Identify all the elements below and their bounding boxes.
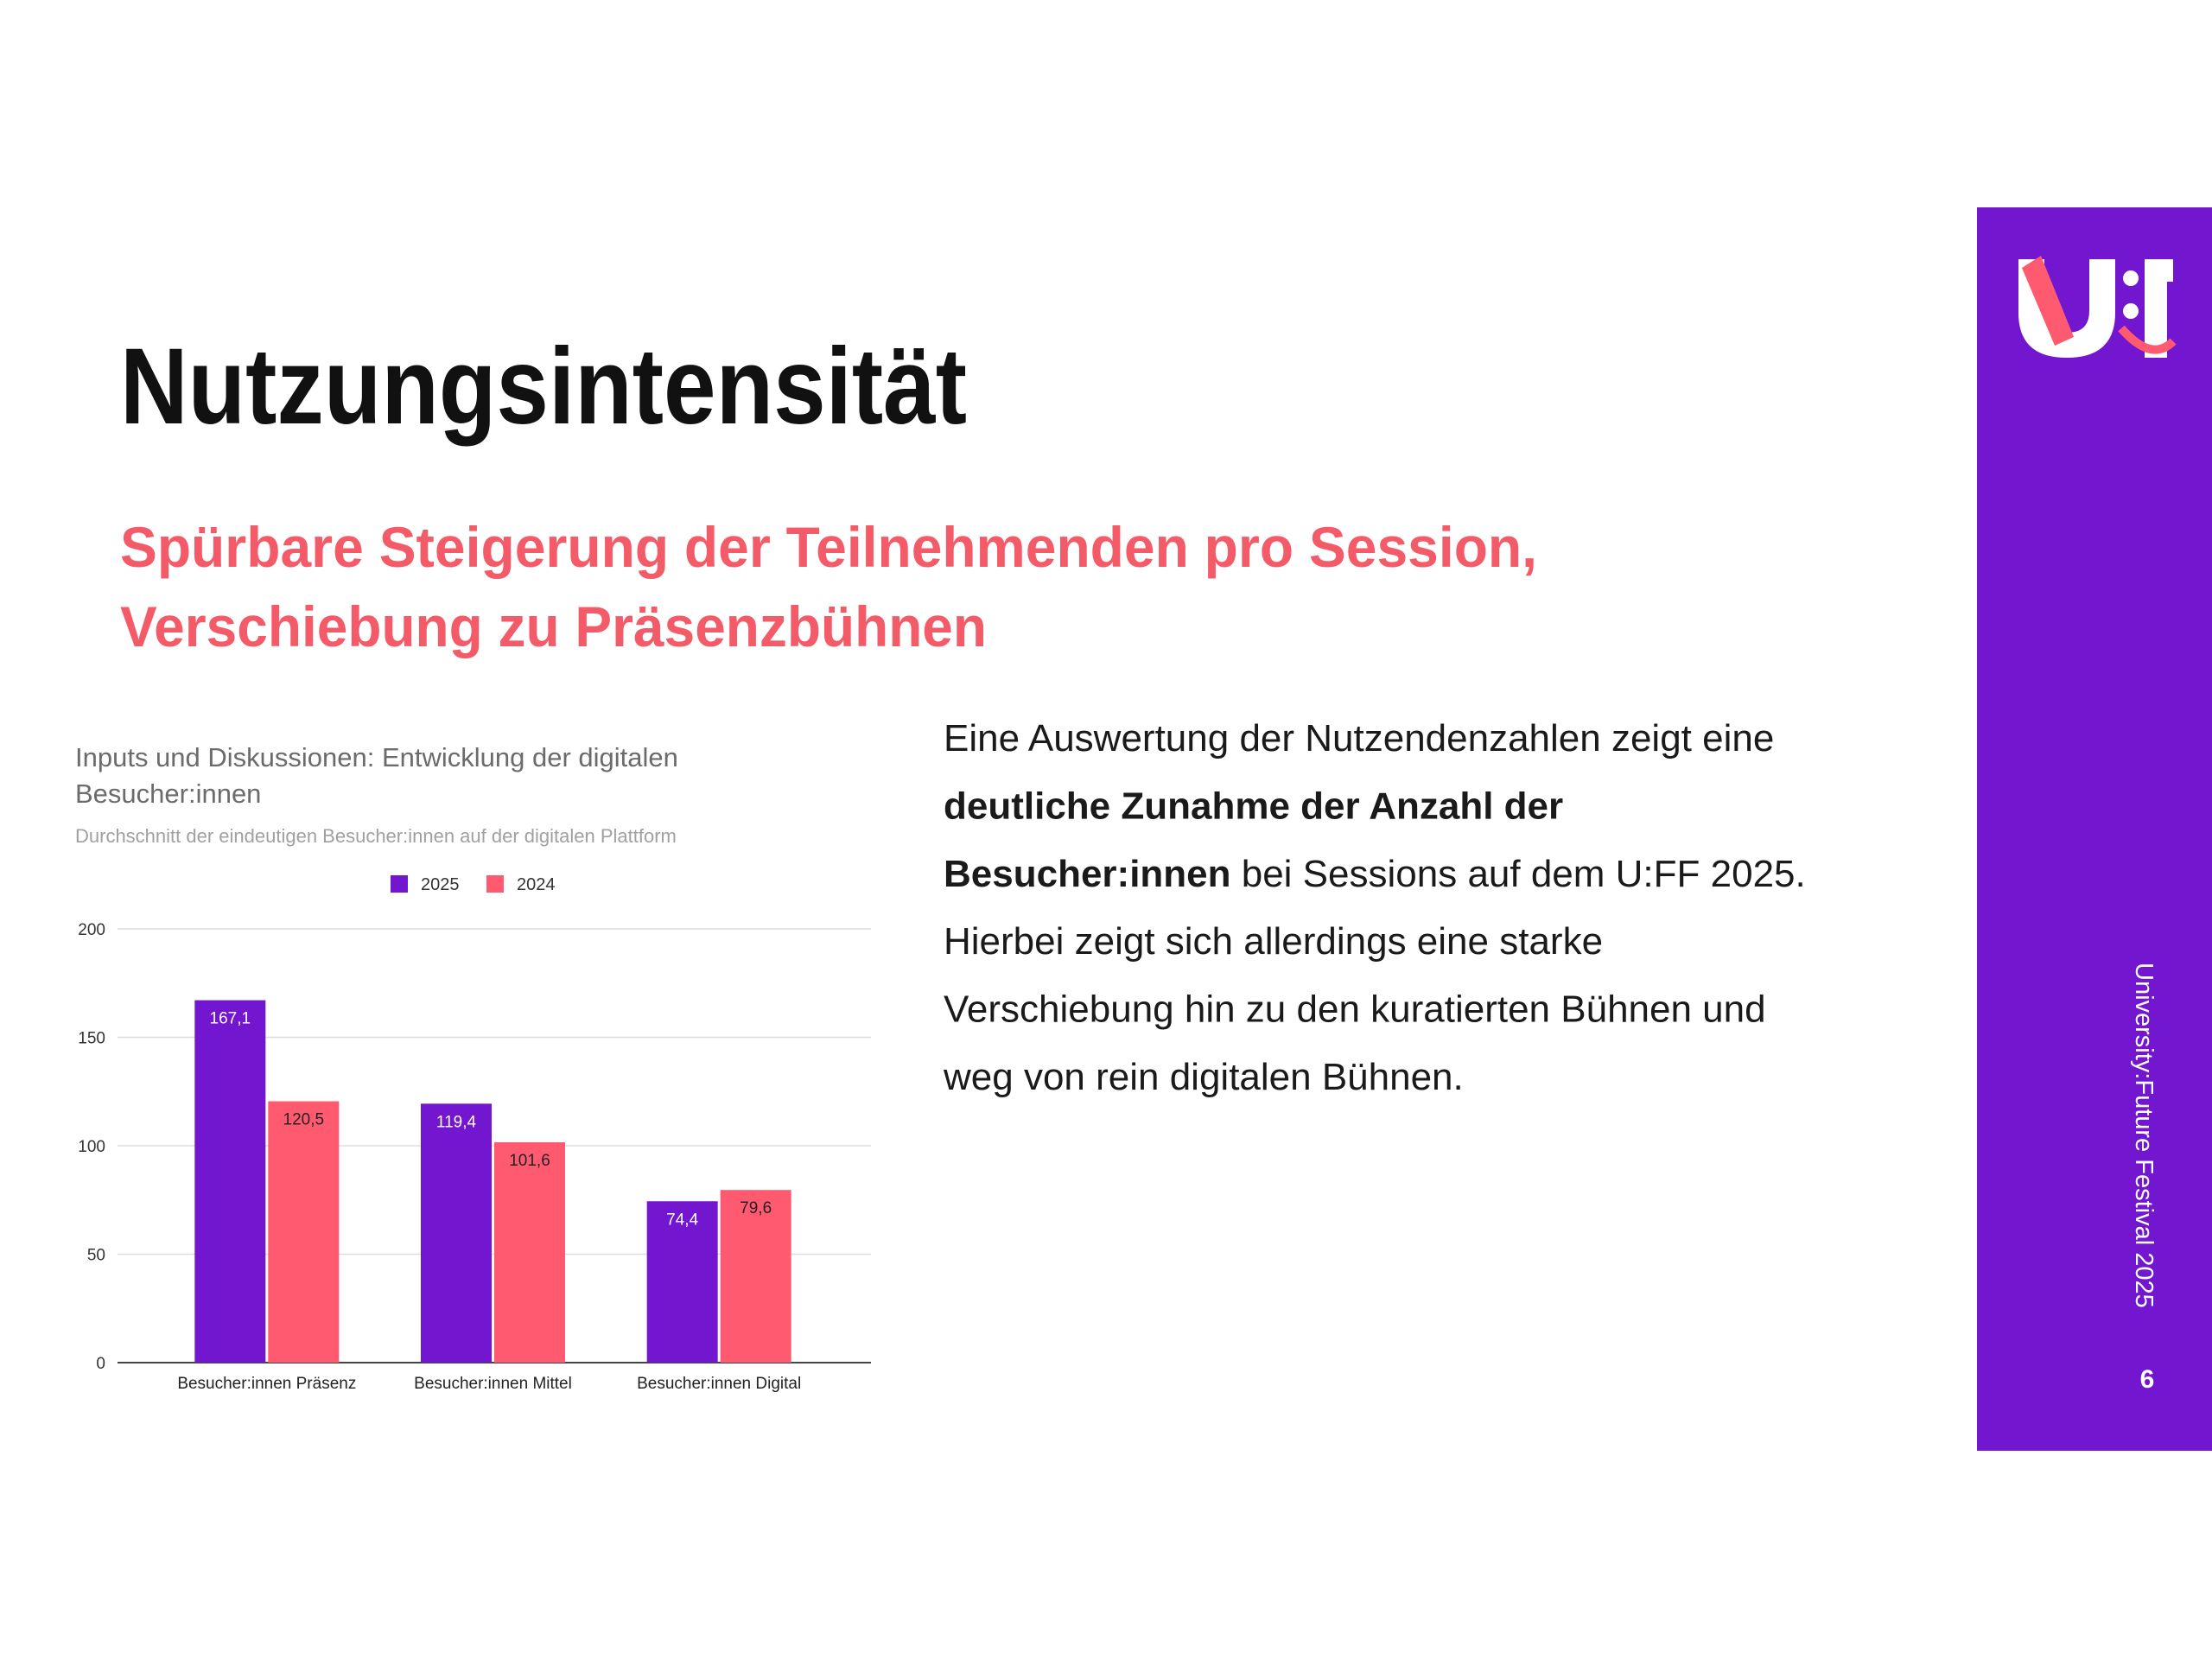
- bar: [494, 1141, 565, 1363]
- legend-swatch: [391, 875, 408, 893]
- y-tick-label: 100: [78, 1138, 105, 1156]
- x-tick-label: Besucher:innen Digital: [637, 1375, 801, 1393]
- legend-label: 2024: [517, 875, 556, 894]
- body-text: Eine Auswertung der Nutzendenzahlen zeig…: [943, 717, 1806, 1098]
- value-label: 119,4: [436, 1113, 477, 1131]
- logo: [2018, 256, 2177, 358]
- text-run: weg von rein digitalen Bühnen.: [943, 1056, 1464, 1098]
- value-label: 167,1: [210, 1010, 251, 1028]
- x-tick-label: Besucher:innen Mittel: [414, 1375, 572, 1393]
- bar: [194, 1000, 266, 1363]
- legend-label: 2025: [421, 875, 460, 894]
- subtitle-line: Spürbare Steigerung der Teilnehmenden pr…: [120, 515, 1537, 579]
- bar: [268, 1101, 340, 1363]
- body-line: weg von rein digitalen Bühnen.: [943, 1056, 1464, 1098]
- body-line: Besucher:innen bei Sessions auf dem U:FF…: [944, 853, 1806, 895]
- slide-title: Nutzungsintensität: [120, 327, 967, 447]
- chart-title: Inputs und Diskussionen: Entwicklung der…: [75, 742, 678, 772]
- value-label: 74,4: [666, 1211, 698, 1229]
- bold-text: Besucher:innen: [944, 853, 1231, 895]
- text-run: Eine Auswertung der Nutzendenzahlen zeig…: [944, 717, 1774, 760]
- logo-accent: [2022, 256, 2074, 346]
- body-line: Hierbei zeigt sich allerdings eine stark…: [944, 920, 1603, 963]
- y-tick-label: 0: [96, 1355, 105, 1373]
- subtitle-line: Verschiebung zu Präsenzbühnen: [120, 594, 987, 658]
- bar: [720, 1190, 791, 1363]
- y-tick-label: 200: [78, 921, 105, 939]
- logo-accent: [2118, 325, 2177, 354]
- value-label: 79,6: [740, 1199, 772, 1217]
- chart: Inputs und Diskussionen: Entwicklung der…: [75, 742, 871, 1393]
- value-label: 120,5: [283, 1111, 325, 1129]
- page-number: 6: [2140, 1365, 2155, 1394]
- body-line: Eine Auswertung der Nutzendenzahlen zeig…: [944, 717, 1774, 760]
- text-run: Verschiebung hin zu den kuratierten Bühn…: [944, 988, 1766, 1031]
- bar: [421, 1103, 492, 1363]
- text-run: bei Sessions auf dem U:FF 2025.: [1231, 853, 1806, 895]
- value-label: 101,6: [509, 1152, 550, 1170]
- text-run: Hierbei zeigt sich allerdings eine stark…: [944, 920, 1603, 963]
- sidebar-caption: University:Future Festival 2025: [2130, 963, 2158, 1308]
- logo-dot: [2123, 270, 2139, 286]
- sidebar: [1977, 207, 2212, 1451]
- body-line: deutliche Zunahme der Anzahl der: [944, 785, 1563, 827]
- chart-title: Besucher:innen: [75, 779, 261, 809]
- y-tick-label: 150: [78, 1030, 105, 1048]
- logo-f: [2145, 259, 2173, 358]
- logo-dot: [2123, 303, 2139, 319]
- x-tick-label: Besucher:innen Präsenz: [177, 1375, 356, 1393]
- body-line: Verschiebung hin zu den kuratierten Bühn…: [944, 988, 1766, 1031]
- chart-subtitle: Durchschnitt der eindeutigen Besucher:in…: [75, 825, 677, 847]
- y-tick-label: 50: [87, 1247, 105, 1265]
- bar: [646, 1201, 718, 1363]
- bold-text: deutliche Zunahme der Anzahl der: [944, 785, 1563, 827]
- slide-subtitle: Spürbare Steigerung der Teilnehmenden pr…: [120, 515, 1537, 658]
- legend-swatch: [486, 875, 504, 893]
